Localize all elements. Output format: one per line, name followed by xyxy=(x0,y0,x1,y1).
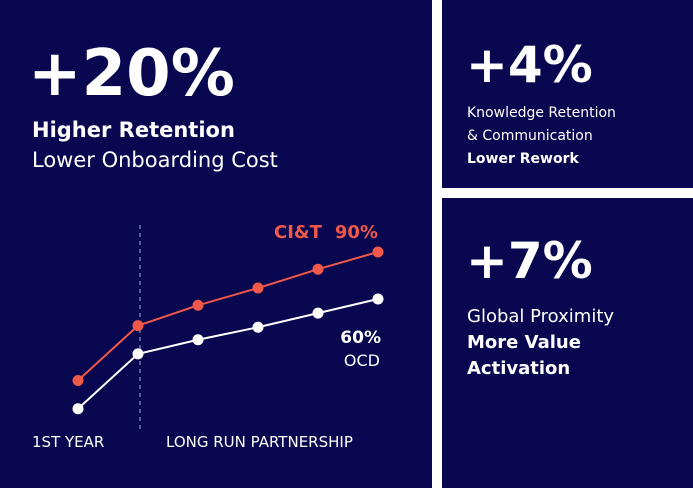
card-line: Global Proximity xyxy=(467,306,614,327)
data-point xyxy=(252,321,264,333)
card-line: Knowledge Retention xyxy=(467,105,616,121)
main-line: Lower Onboarding Cost xyxy=(32,148,278,172)
data-point xyxy=(72,375,84,387)
card-line: & Communication xyxy=(467,128,593,144)
series-label: CI&T xyxy=(274,222,323,243)
data-point xyxy=(192,334,204,346)
card-headline: +4% xyxy=(466,36,593,94)
data-point xyxy=(192,299,204,311)
value-label: 90% xyxy=(335,222,378,243)
card-panel xyxy=(442,0,693,188)
series-line xyxy=(77,251,379,382)
data-point xyxy=(72,403,84,415)
x-label: 1ST YEAR xyxy=(32,433,104,451)
card-line: Lower Rework xyxy=(467,151,579,167)
data-point xyxy=(132,348,144,360)
series-line xyxy=(77,298,379,410)
main-line: Higher Retention xyxy=(32,118,235,142)
data-point xyxy=(132,320,144,332)
data-point xyxy=(372,246,384,258)
x-label: LONG RUN PARTNERSHIP xyxy=(166,433,353,451)
data-point xyxy=(312,263,324,275)
data-point xyxy=(312,307,324,319)
main-panel xyxy=(0,0,432,488)
data-point xyxy=(372,293,384,305)
series-label: OCD xyxy=(344,351,380,370)
card-headline: +7% xyxy=(466,232,593,290)
card-panel xyxy=(442,198,693,488)
data-point xyxy=(252,282,264,294)
card-line: More Value xyxy=(467,332,581,353)
value-label: 60% xyxy=(340,328,381,348)
card-line: Activation xyxy=(467,358,570,379)
main-headline: +20% xyxy=(28,37,235,111)
